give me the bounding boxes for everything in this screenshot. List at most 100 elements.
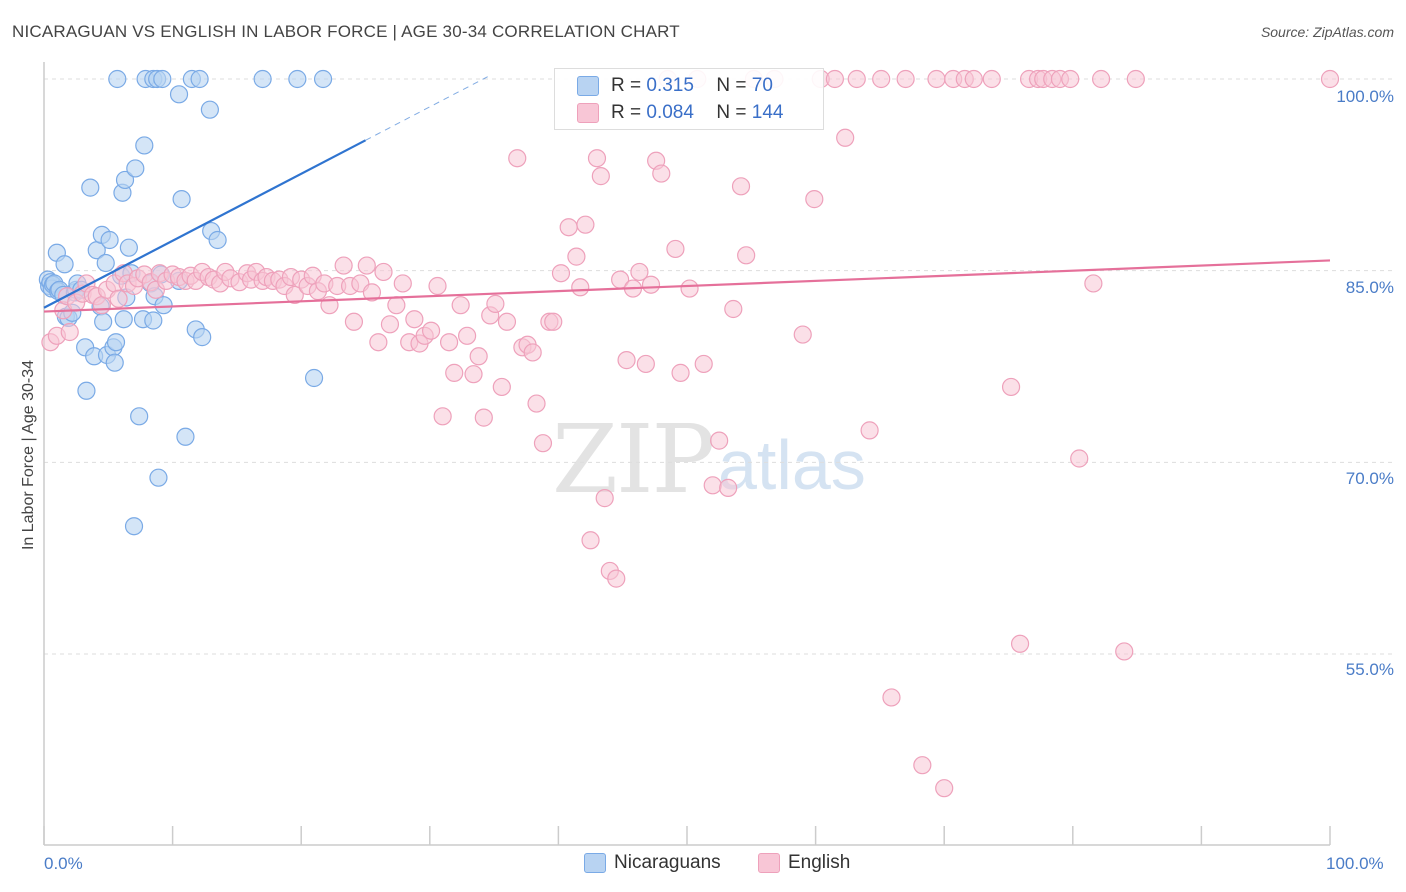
english-point (1320, 69, 1340, 89)
nicaraguans-point (119, 238, 138, 257)
english-point (793, 325, 812, 344)
english-swatch (577, 102, 599, 123)
nicaraguans-point (153, 69, 172, 89)
legend-row-nicaraguans: R = 0.315 N = 70 (577, 75, 773, 97)
english-point (567, 247, 586, 266)
english-point (92, 296, 111, 315)
english-point (334, 256, 353, 275)
english-point (492, 377, 511, 397)
legend-row-english: R = 0.084 N = 144 (577, 102, 783, 124)
english-point (457, 326, 477, 345)
english-point (544, 312, 563, 331)
english-point (451, 296, 470, 315)
english-point (1091, 69, 1111, 89)
nicaraguans-point (135, 136, 154, 155)
legend-series-name: English (788, 852, 851, 873)
english-point (927, 69, 946, 89)
legend-r-label: R = (611, 75, 647, 96)
legend-n-label: N = (716, 102, 752, 123)
english-point (285, 285, 304, 305)
english-point (486, 294, 505, 313)
english-point (935, 779, 954, 798)
english-point (374, 262, 393, 282)
legend-series-name: Nicaraguans (614, 852, 721, 873)
x-tick-label: 100.0% (1326, 854, 1384, 873)
nicaraguans-point (154, 296, 173, 315)
source-label: Source: ZipAtlas.com (1260, 24, 1394, 40)
english-point (666, 239, 685, 259)
english-points (41, 69, 1340, 798)
english-point (737, 246, 756, 265)
english-point (1115, 642, 1134, 661)
english-point (559, 218, 578, 237)
y-tick-label: 55.0% (1345, 660, 1394, 679)
nicaraguans-point (94, 312, 113, 331)
english-point (109, 289, 128, 308)
nicaraguans-point (144, 311, 163, 330)
nicaraguans-point (172, 190, 191, 209)
english-point (369, 333, 388, 352)
nicaraguans-point (126, 159, 145, 178)
nicaraguans-point (288, 69, 307, 89)
bottom-legend-nicaraguans: Nicaraguans (584, 852, 721, 876)
english-point (680, 279, 699, 298)
nicaraguans-point (81, 178, 100, 197)
english-point (433, 407, 452, 426)
nicaraguans-point (169, 85, 189, 104)
english-point (825, 69, 844, 89)
nicaraguans-point (77, 381, 96, 400)
english-point (882, 688, 901, 707)
nicaraguans-point (105, 353, 124, 372)
y-tick-label: 85.0% (1345, 278, 1394, 297)
legend-r-label: R = (611, 102, 647, 123)
english-point (913, 756, 932, 775)
english-point (719, 478, 738, 497)
english-point (694, 354, 713, 374)
english-point (581, 531, 600, 550)
nicaraguans-trend-extension (365, 76, 488, 141)
x-tick-label: 0.0% (44, 854, 83, 873)
nicaraguans-trend-line (43, 139, 367, 309)
axes (43, 62, 1331, 846)
nicaraguans-point (190, 69, 209, 89)
english-point (362, 283, 382, 302)
english-point (428, 276, 447, 296)
legend-n-value: 144 (751, 102, 784, 123)
english-point (896, 69, 915, 89)
trend-lines (43, 76, 1331, 313)
english-point (551, 264, 571, 283)
english-point (805, 190, 824, 209)
english-point (497, 312, 517, 331)
nicaraguans-point (100, 230, 119, 250)
nicaraguans-point (55, 255, 74, 274)
nicaraguans-point (149, 468, 168, 487)
english-point (710, 431, 729, 450)
english-point (1084, 274, 1103, 293)
english-point (636, 354, 655, 374)
correlation-legend: R = 0.315 N = 70 R = 0.084 N = 144 (554, 68, 824, 130)
english-trend-line (43, 259, 1331, 313)
y-axis-label: In Labor Force | Age 30-34 (20, 359, 37, 551)
english-point (836, 128, 855, 147)
english-point (1070, 449, 1089, 468)
english-point (357, 256, 376, 275)
english-point (1001, 377, 1021, 397)
english-point (587, 149, 607, 168)
english-point (703, 476, 722, 495)
english-point (652, 164, 671, 183)
legend-r-value: 0.315 (646, 75, 694, 96)
english-point (464, 365, 483, 384)
nicaraguans-point (200, 100, 219, 119)
english-point (445, 363, 464, 382)
nicaraguans-swatch (584, 852, 606, 873)
nicaraguans-point (106, 333, 126, 352)
english-point (591, 167, 610, 186)
english-point (571, 278, 590, 297)
english-point (964, 69, 983, 89)
english-point (387, 296, 406, 315)
chart-title: NICARAGUAN VS ENGLISH IN LABOR FORCE | A… (12, 22, 680, 41)
english-point (731, 177, 751, 196)
watermark-atlas: atlas (718, 426, 866, 504)
nicaraguans-point (115, 170, 135, 190)
watermark-zip: ZIP (552, 405, 715, 515)
